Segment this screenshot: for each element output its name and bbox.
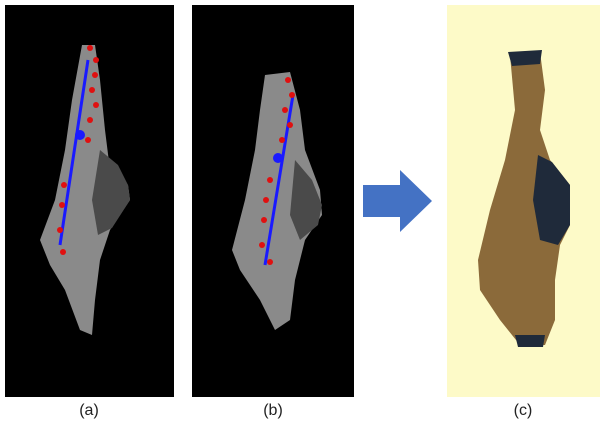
panel-label: (b) [263, 402, 283, 419]
bone-base [515, 335, 545, 347]
panel-label: (a) [79, 402, 99, 419]
panel-label: (c) [514, 402, 533, 419]
axis-point [273, 153, 283, 163]
bone-cap [508, 50, 542, 66]
axis-point [75, 130, 85, 140]
figure: (a) (b) (c) [0, 0, 605, 426]
panel-b [192, 5, 354, 397]
panel-c [447, 5, 600, 397]
panel-a [5, 5, 174, 397]
arrow [363, 170, 432, 232]
